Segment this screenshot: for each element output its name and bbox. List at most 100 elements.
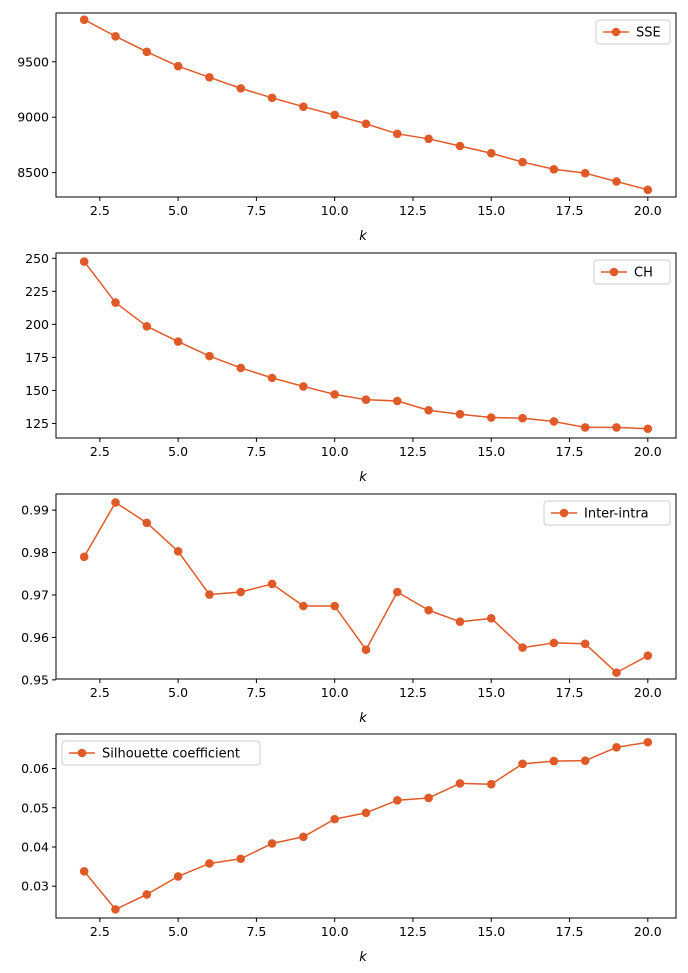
chart-3-data-point bbox=[424, 605, 433, 615]
chart-1-data-point bbox=[518, 157, 527, 167]
chart-4-xtick-label: 10.0 bbox=[321, 924, 349, 939]
chart-1-data-point bbox=[173, 61, 183, 71]
chart-1-ytick-label: 9000 bbox=[17, 110, 49, 125]
chart-2-data-point bbox=[361, 395, 371, 404]
chart-3-xlabel: k bbox=[359, 711, 367, 726]
chart-3-ytick-label: 0.97 bbox=[21, 587, 49, 602]
chart-1-xlabel: k bbox=[359, 229, 367, 244]
chart-3-data-point bbox=[455, 617, 465, 627]
chart-3-xtick-label: 20.0 bbox=[634, 685, 662, 700]
chart-1-data-point bbox=[361, 119, 371, 129]
chart-1-xtick-label: 5.0 bbox=[168, 203, 188, 218]
chart-2-ytick-label: 175 bbox=[25, 350, 49, 365]
chart-2-data-point bbox=[111, 298, 120, 307]
chart-4-data-point bbox=[236, 854, 246, 864]
chart-1-legend-marker bbox=[611, 27, 621, 37]
chart-2-data-point bbox=[205, 351, 214, 361]
chart-3-legend: Inter-intra bbox=[543, 500, 671, 526]
chart-2-ytick-label: 125 bbox=[25, 416, 49, 431]
chart-1: 2.5 5.0 7.5 10.0 12.5 15.0 17.5 20.0 8500 9000 950… bbox=[17, 12, 677, 244]
chart-3-data-point bbox=[643, 651, 653, 660]
chart-3-legend-marker bbox=[559, 508, 569, 518]
chart-4-ytick-label: 0.03 bbox=[21, 879, 49, 894]
chart-2-legend-box bbox=[593, 259, 671, 285]
chart-1-xtick-label: 20.0 bbox=[634, 203, 662, 218]
chart-4-xtick-label: 17.5 bbox=[556, 924, 584, 939]
chart-3-ytick-label: 0.96 bbox=[21, 630, 49, 645]
chart-4-data-point bbox=[486, 779, 496, 789]
chart-2-data-point bbox=[267, 373, 277, 383]
chart-3-data-point bbox=[205, 590, 214, 599]
chart-2-data-point bbox=[299, 382, 308, 391]
chart-2-ytick-label: 150 bbox=[25, 383, 49, 398]
chart-2-data-point bbox=[455, 409, 465, 419]
chart-2-data-point bbox=[424, 405, 433, 415]
chart-4-data-point bbox=[361, 808, 371, 818]
chart-3-data-point bbox=[361, 645, 371, 655]
chart-3-ytick-label: 0.99 bbox=[21, 503, 49, 518]
chart-3-xtick-label: 15.0 bbox=[477, 685, 505, 700]
chart-1-data-point bbox=[612, 177, 621, 186]
chart-4-data-point bbox=[267, 839, 277, 848]
chart-1-series-line bbox=[83, 18, 649, 191]
chart-3-ytick-label: 0.98 bbox=[21, 545, 49, 560]
chart-4-legend-label: Silhouette coefficient bbox=[102, 747, 240, 762]
chart-4-xtick-label: 20.0 bbox=[634, 924, 662, 939]
chart-4-xtick-label: 5.0 bbox=[168, 924, 188, 939]
chart-3-data-point bbox=[111, 498, 120, 507]
chart-1-data-point bbox=[393, 129, 402, 139]
chart-3-data-point bbox=[612, 668, 621, 677]
chart-3-data-point bbox=[518, 643, 527, 652]
chart-3-xtick-label: 10.0 bbox=[321, 685, 349, 700]
chart-3-data-point bbox=[267, 579, 277, 589]
chart-4-data-point bbox=[79, 867, 89, 876]
chart-4-data-point bbox=[173, 872, 183, 881]
chart-2-xtick-label: 7.5 bbox=[246, 444, 266, 459]
chart-3-ytick-label: 0.95 bbox=[21, 672, 49, 687]
chart-1-xtick-label: 17.5 bbox=[556, 203, 584, 218]
chart-4-data-point bbox=[330, 814, 339, 824]
chart-4-data-point bbox=[142, 890, 152, 899]
chart-2-xtick-label: 2.5 bbox=[90, 444, 110, 459]
chart-4-data-point bbox=[549, 756, 559, 766]
chart-3-data-point bbox=[173, 546, 183, 556]
chart-4-ytick-label: 0.04 bbox=[21, 839, 49, 854]
chart-3-data-point bbox=[549, 638, 559, 648]
chart-2-xtick-label: 5.0 bbox=[168, 444, 188, 459]
chart-1-data-point bbox=[79, 15, 89, 24]
chart-4-legend-marker bbox=[77, 748, 87, 758]
chart-4-data-point bbox=[205, 859, 214, 868]
chart-2-xtick-label: 20.0 bbox=[634, 444, 662, 459]
chart-3-legend-box bbox=[543, 500, 671, 526]
chart-1-data-point bbox=[424, 134, 433, 144]
chart-2-data-point bbox=[393, 396, 402, 406]
chart-3-data-point bbox=[580, 639, 590, 649]
chart-3-data-point bbox=[142, 518, 152, 528]
chart-3-xtick-label: 5.0 bbox=[168, 685, 188, 700]
chart-4-data-point bbox=[643, 737, 653, 747]
chart-4-xlabel: k bbox=[359, 950, 367, 965]
chart-2-legend-marker bbox=[609, 267, 619, 277]
chart-4-data-point bbox=[580, 756, 590, 765]
chart-2-legend: CH bbox=[593, 259, 671, 285]
chart-1-legend-label: SSE bbox=[636, 26, 661, 41]
chart-1-legend: SSE bbox=[595, 19, 671, 45]
chart-1-ytick-label: 9500 bbox=[17, 54, 49, 69]
chart-1-plot-frame bbox=[55, 12, 677, 198]
chart-3: 2.5 5.0 7.5 10.0 12.5 15.0 17.5 20.0 0.95 0.96 0.9… bbox=[21, 493, 677, 726]
chart-2-plot-frame bbox=[55, 252, 677, 439]
chart-4-ytick-label: 0.05 bbox=[21, 800, 49, 815]
chart-4-data-point bbox=[111, 905, 120, 914]
chart-4-data-point bbox=[424, 793, 433, 803]
chart-1-data-point bbox=[580, 168, 590, 178]
chart-1-xtick-label: 2.5 bbox=[90, 203, 110, 218]
chart-1-data-point bbox=[236, 84, 246, 93]
chart-2-data-point bbox=[580, 423, 590, 432]
chart-2: 2.5 5.0 7.5 10.0 12.5 15.0 17.5 20.0 125 150 175 20… bbox=[25, 251, 677, 485]
chart-4-legend-box bbox=[61, 740, 261, 766]
chart-2-xtick-label: 17.5 bbox=[556, 444, 584, 459]
chart-3-data-point bbox=[236, 587, 246, 597]
chart-2-ytick-label: 200 bbox=[25, 317, 49, 332]
chart-1-data-point bbox=[267, 93, 277, 103]
